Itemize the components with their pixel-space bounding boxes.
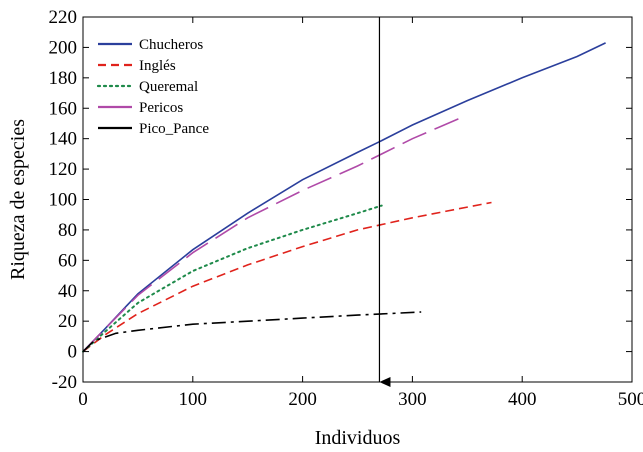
series-line-chucheros: [82, 42, 606, 353]
y-tick-label: 20: [58, 311, 77, 332]
y-tick-label: 200: [49, 37, 78, 58]
x-axis-label: Individuos: [315, 427, 401, 449]
series-layer: [82, 42, 606, 353]
x-tick-label: 100: [179, 389, 208, 410]
legend-label: Pericos: [139, 100, 183, 116]
legend: Chucheros Inglés Queremal Pericos Pico_Pance: [96, 37, 209, 137]
legend-label: Chucheros: [139, 37, 203, 53]
x-tick-label: 400: [508, 389, 537, 410]
series-line-ingl-s: [82, 201, 492, 353]
x-tick-label: 500: [618, 389, 643, 410]
legend-label: Inglés: [139, 58, 176, 74]
y-tick-label: 40: [58, 281, 77, 302]
legend-label: Queremal: [139, 79, 198, 95]
series-line-queremal: [82, 204, 383, 353]
y-tick-label: 0: [68, 342, 78, 363]
y-tick-label: 100: [49, 190, 78, 211]
y-tick-label: -20: [52, 372, 77, 393]
x-tick-label: 200: [288, 389, 317, 410]
y-tick-label: 60: [58, 250, 77, 271]
series-line-pico-pance: [82, 311, 422, 353]
y-tick-label: 180: [49, 68, 78, 89]
y-tick-label: 220: [49, 7, 78, 28]
y-tick-label: 160: [49, 98, 78, 119]
series-line-pericos: [82, 116, 463, 353]
y-tick-label: 120: [49, 159, 78, 180]
y-axis-label: Riqueza de especies: [7, 119, 29, 280]
y-tick-label: 80: [58, 220, 77, 241]
tick-layer: 0 100 200 300 400 500-20020406080100120140160…: [49, 7, 643, 410]
x-tick-label: 0: [78, 389, 88, 410]
legend-label: Pico_Pance: [139, 121, 209, 137]
y-tick-label: 140: [49, 129, 78, 150]
x-tick-label: 300: [398, 389, 427, 410]
